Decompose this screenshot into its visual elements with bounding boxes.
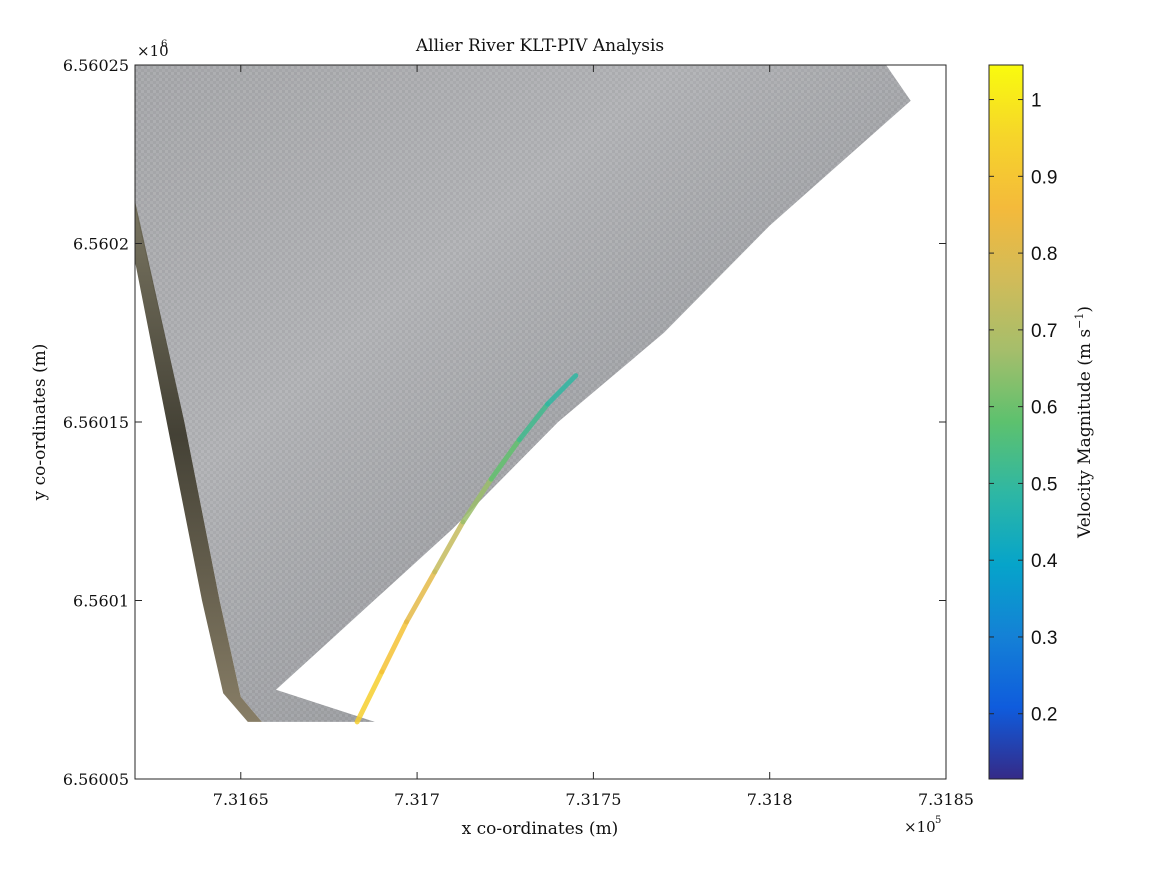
colorbar-label-text: Velocity Magnitude (m s xyxy=(1075,329,1095,539)
colorbar: 0.2 0.3 0.4 0.5 0.6 0.7 0.8 0.9 1 Velocity Magni… xyxy=(988,64,1095,780)
x-tick-label: 7.3185 xyxy=(918,790,974,809)
y-axis-label: y co-ordinates (m) xyxy=(30,344,50,502)
x-tick-label: 7.3175 xyxy=(565,790,621,809)
velocity-track-segment xyxy=(460,476,494,525)
colorbar-tick-label: 0.3 xyxy=(1031,628,1057,649)
x-axis: 7.3165 7.317 7.3175 7.318 7.3185 xyxy=(213,65,974,809)
x-tick-label: 7.3165 xyxy=(213,790,269,809)
colorbar-ticks: 0.2 0.3 0.4 0.5 0.6 0.7 0.8 0.9 1 xyxy=(989,91,1058,726)
colorbar-box xyxy=(988,64,1024,780)
velocity-track-segment xyxy=(354,669,385,725)
velocity-track xyxy=(354,373,579,725)
velocity-track-segment xyxy=(379,619,410,675)
colorbar-tick-label: 1 xyxy=(1031,91,1042,112)
x-exponent-base: ×10 xyxy=(904,818,936,836)
velocity-track-segment xyxy=(404,569,438,625)
velocity-track-segment xyxy=(545,373,579,407)
x-exponent-label: ×10 5 xyxy=(904,815,941,836)
river-surface-texture xyxy=(135,65,911,722)
y-tick-label: 6.56015 xyxy=(63,413,129,432)
x-exponent-power: 5 xyxy=(935,815,941,826)
colorbar-tick-label: 0.6 xyxy=(1031,398,1057,419)
colorbar-tick-label: 0.4 xyxy=(1031,551,1058,572)
y-exponent-base: ×10 xyxy=(137,42,169,60)
colorbar-tick-label: 0.5 xyxy=(1031,474,1057,495)
x-tick-label: 7.318 xyxy=(747,790,793,809)
y-exponent-power: 6 xyxy=(161,39,167,50)
x-axis-label: x co-ordinates (m) xyxy=(462,819,619,839)
colorbar-tick-label: 0.7 xyxy=(1031,321,1057,342)
colorbar-label: Velocity Magnitude (m s−1) xyxy=(1073,306,1095,539)
y-tick-label: 6.56025 xyxy=(63,56,129,75)
colorbar-label-close: ) xyxy=(1075,306,1095,313)
velocity-track-segment xyxy=(516,401,551,443)
y-tick-label: 6.5602 xyxy=(73,235,129,254)
colorbar-tick-label: 0.9 xyxy=(1031,167,1057,188)
colorbar-tick-label: 0.8 xyxy=(1031,244,1057,265)
plot-area xyxy=(135,65,911,725)
y-tick-label: 6.5601 xyxy=(73,592,129,611)
chart-title: Allier River KLT-PIV Analysis xyxy=(415,36,664,56)
colorbar-label-exponent: −1 xyxy=(1073,313,1086,329)
y-tick-label: 6.56005 xyxy=(63,770,129,789)
y-axis: 6.56005 6.5601 6.56015 6.5602 6.56025 xyxy=(63,56,946,789)
y-exponent-label: ×10 6 xyxy=(137,39,169,60)
colorbar-tick-label: 0.2 xyxy=(1031,705,1057,726)
velocity-track-segment xyxy=(488,437,522,482)
velocity-track-segment xyxy=(432,519,466,575)
x-tick-label: 7.317 xyxy=(394,790,440,809)
colorbar-gradient xyxy=(989,65,1023,779)
